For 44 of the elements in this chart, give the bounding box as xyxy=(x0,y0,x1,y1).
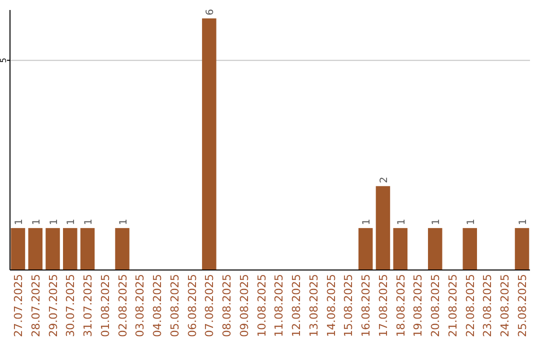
data-label: 1 xyxy=(31,218,42,226)
x-tick-label: 22.08.2025 xyxy=(464,274,477,337)
data-label: 1 xyxy=(14,218,25,226)
x-tick-label: 27.07.2025 xyxy=(12,274,25,337)
x-tick-label: 10.08.2025 xyxy=(255,274,268,337)
data-label: 1 xyxy=(48,218,60,226)
x-tick-label: 09.08.2025 xyxy=(238,274,251,337)
data-label: 1 xyxy=(466,218,477,226)
x-tick-label: 21.08.2025 xyxy=(446,274,460,337)
x-tick-label: 25.08.2025 xyxy=(516,274,530,337)
x-tick-label: 12.08.2025 xyxy=(290,274,304,337)
x-tick-label: 20.08.2025 xyxy=(429,274,442,337)
x-tick-label: 08.08.2025 xyxy=(220,274,234,337)
x-tick-label: 13.08.2025 xyxy=(307,274,320,337)
data-label: 1 xyxy=(396,218,408,226)
x-tick-label: 31.07.2025 xyxy=(82,274,95,337)
x-tick-label: 28.07.2025 xyxy=(29,274,42,337)
x-tick-label: 06.08.2025 xyxy=(186,274,199,337)
data-label: 1 xyxy=(66,218,78,226)
x-tick-label: 23.08.2025 xyxy=(481,274,494,337)
x-tick-label: 18.08.2025 xyxy=(394,274,408,337)
x-tick-label: 01.08.2025 xyxy=(98,274,112,337)
x-tick-label: 05.08.2025 xyxy=(168,274,182,337)
x-tick-label: 24.08.2025 xyxy=(498,274,512,337)
x-tick-label: 19.08.2025 xyxy=(412,274,425,337)
data-label: 1 xyxy=(118,218,130,226)
x-tick-label: 14.08.2025 xyxy=(324,274,338,337)
x-tick-label: 02.08.2025 xyxy=(116,274,130,337)
data-label: 1 xyxy=(362,218,373,226)
x-tick-label: 15.08.2025 xyxy=(342,274,356,337)
x-tick-label: 03.08.2025 xyxy=(134,274,147,337)
data-label: 1 xyxy=(518,218,530,226)
data-label: 6 xyxy=(205,9,216,16)
data-label: 1 xyxy=(84,218,95,226)
x-tick-label: 11.08.2025 xyxy=(272,274,286,337)
x-tick-label: 07.08.2025 xyxy=(203,274,216,337)
x-tick-label: 17.08.2025 xyxy=(376,274,390,337)
x-tick-label: 16.08.2025 xyxy=(360,274,373,337)
x-tick-label: 30.07.2025 xyxy=(64,274,78,337)
data-label: 1 xyxy=(431,218,442,226)
x-tick-label: 04.08.2025 xyxy=(151,274,164,337)
x-tick-label: 29.07.2025 xyxy=(46,274,60,337)
data-label: 2 xyxy=(378,176,390,184)
y-tick-label: 5 xyxy=(0,58,8,63)
